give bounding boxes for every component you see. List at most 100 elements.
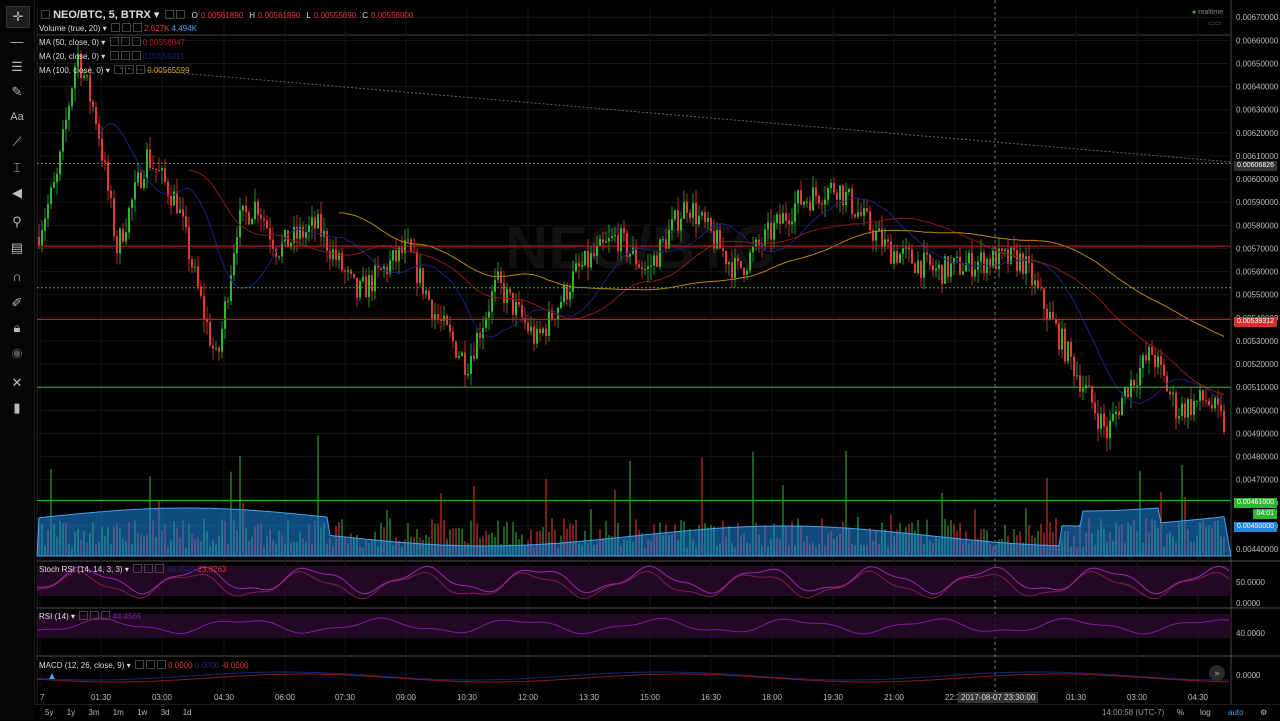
candle-body (173, 191, 175, 206)
eye-icon[interactable]: ◉ (11, 345, 23, 360)
lock-icon[interactable]: 🔒︎ (13, 320, 21, 335)
range-1m[interactable]: 1m (112, 708, 124, 717)
price-tick: 0.00510000 (1236, 383, 1279, 392)
candle-body (896, 251, 898, 263)
pen-lock-icon[interactable]: ✐ (11, 295, 23, 310)
study-value: 2.627K (144, 24, 170, 33)
volume-bar (473, 486, 475, 556)
candle-body (1055, 318, 1057, 324)
settings-icon[interactable] (175, 10, 185, 19)
volume-bar (1049, 522, 1051, 556)
volume-bar (941, 492, 943, 556)
study-label[interactable]: Volume (true, 20) (39, 24, 101, 33)
range-1y[interactable]: 1y (66, 708, 76, 717)
volume-bar (452, 528, 454, 556)
candle-body (80, 53, 82, 79)
auto-button[interactable]: auto (1228, 708, 1244, 717)
lines-icon[interactable]: ☰ (11, 59, 23, 74)
candle-body (254, 201, 256, 219)
trash-icon[interactable]: ▮ (13, 400, 21, 415)
back-arrow-icon[interactable]: ◀ (12, 185, 22, 200)
volume-bar (590, 509, 592, 556)
candle-body (368, 274, 370, 298)
range-3d[interactable]: 3d (160, 708, 170, 717)
ohlc-close-label: C (362, 11, 368, 20)
log-button[interactable]: log (1200, 708, 1211, 717)
candle-body (83, 75, 85, 79)
study-volume-legend[interactable]: Volume (true, 20) ▾ 2.627K 4.494K (39, 23, 198, 33)
volume-bar (1040, 523, 1042, 556)
measure-icon[interactable]: ⌶ (13, 160, 21, 175)
candle-body (152, 167, 154, 169)
rsi-band (37, 614, 1231, 638)
magnet-icon[interactable]: ∩ (12, 269, 22, 284)
range-1w[interactable]: 1w (137, 708, 148, 717)
study-ma20-legend[interactable]: MA (20, close, 0) ▾ 0.00555011 (39, 51, 185, 61)
candle-body (719, 230, 721, 249)
candle-body (854, 214, 856, 217)
drawn-lines[interactable] (37, 0, 1232, 700)
candle-body (263, 218, 265, 221)
text-icon[interactable]: Aa (10, 111, 24, 123)
study-label[interactable]: MA (100, close, 0) (39, 66, 104, 75)
tools-icon[interactable]: ✕ (11, 375, 23, 390)
candle-body (947, 256, 949, 277)
range-5y[interactable]: 5y (45, 708, 54, 717)
rsi-legend[interactable]: RSI (14) ▾ 44.4565 (39, 611, 142, 621)
price-tick: 0.00500000 (1236, 406, 1279, 415)
symbol-title[interactable]: NEO/BTC, 5, BTRX (53, 9, 151, 21)
pencil-icon[interactable]: ✎ (11, 84, 23, 99)
study-label[interactable]: MA (20, close, 0) (39, 52, 100, 61)
candle-body (656, 255, 658, 267)
candle-body (932, 265, 934, 271)
bottom-toolbar: 5y 1y 3m 1m 1w 3d 1d 14:00:58 (UTC-7) % … (34, 704, 1280, 721)
pane-label[interactable]: Stoch RSI (14, 14, 3, 3) (39, 565, 123, 574)
eye-toggle-icon[interactable] (164, 10, 174, 19)
window-buttons[interactable]: ▭▭ (1208, 20, 1222, 27)
candle-body (269, 228, 271, 240)
scroll-to-realtime-icon[interactable]: » (1209, 665, 1225, 681)
candle-body (518, 301, 520, 305)
pane-label[interactable]: MACD (12, 26, close, 9) (39, 661, 125, 670)
pane-label[interactable]: RSI (14) (39, 612, 69, 621)
range-1d[interactable]: 1d (182, 708, 192, 717)
candle-body (338, 253, 340, 260)
macd-legend[interactable]: MACD (12, 26, close, 9) ▾ 0.0000 0.0000 … (39, 660, 249, 670)
zoom-icon[interactable]: ⚲ (12, 214, 22, 229)
study-ma100-legend[interactable]: MA (100, close, 0) ▾ 0.00565599 (39, 65, 190, 75)
candle-body (716, 230, 718, 249)
crosshair-icon[interactable]: ✛ (6, 6, 30, 28)
event-marker-icon[interactable]: ▲ (47, 671, 57, 682)
candle-body (827, 188, 829, 200)
candle-body (92, 101, 94, 108)
candle-body (158, 170, 160, 172)
candle-body (50, 187, 52, 204)
volume-bar (503, 526, 505, 556)
percent-button[interactable]: % (1177, 708, 1185, 717)
candle-body (818, 196, 820, 204)
candle-body (809, 201, 811, 211)
collapse-icon[interactable] (41, 10, 50, 19)
candle-body (590, 253, 592, 268)
candle-body (197, 266, 199, 287)
candle-body (758, 239, 760, 245)
volume-bar (1043, 532, 1045, 556)
candle-body (464, 352, 466, 375)
pattern-icon[interactable]: ⟋ (12, 134, 22, 149)
cursor-icon[interactable]: — (10, 34, 24, 49)
candle-body (458, 355, 460, 358)
study-label[interactable]: MA (50, close, 0) (39, 38, 100, 47)
candle-body (1046, 308, 1048, 320)
stoch-rsi-legend[interactable]: Stoch RSI (14, 14, 3, 3) ▾ 10.4509 23.82… (39, 564, 227, 574)
candle-body (323, 230, 325, 237)
study-ma50-legend[interactable]: MA (50, close, 0) ▾ 0.00558047 (39, 37, 185, 47)
settings-gear-icon[interactable]: ⚙ (1260, 708, 1268, 717)
range-3m[interactable]: 3m (88, 708, 100, 717)
ruler-icon[interactable]: ▤ (10, 240, 24, 255)
candle-body (470, 356, 472, 375)
chevron-down-icon[interactable]: ▾ (153, 9, 160, 21)
candle-body (935, 268, 937, 271)
candle-body (1214, 397, 1216, 409)
candle-body (791, 221, 793, 225)
